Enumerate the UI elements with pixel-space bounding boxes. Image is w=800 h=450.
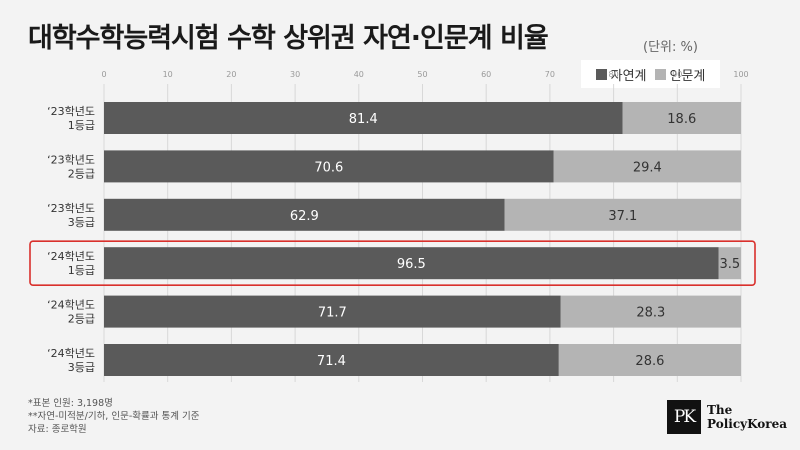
x-tick-label-30: 30 — [290, 70, 300, 79]
legend-item-science: 자연계 — [595, 65, 647, 84]
footnote-criteria: **자연-미적분/기하, 인문-확률과 통계 기준 — [28, 411, 200, 422]
category-label-2: ‘23학년도 3등급 — [47, 202, 95, 229]
footnotes: *표본 인원: 3,198명 **자연-미적분/기하, 인문-확률과 통계 기준… — [28, 397, 199, 436]
bar-science-0 — [104, 102, 623, 134]
data-label-science-3: 96.5 — [397, 257, 426, 272]
data-label-science-4: 71.7 — [318, 306, 347, 321]
bar-science-1 — [104, 150, 554, 183]
legend-label-humanities: 인문계 — [669, 68, 706, 84]
data-label-humanities-3: 3.5 — [720, 257, 741, 272]
data-label-humanities-1: 29.4 — [633, 160, 662, 175]
category-label-line: ‘24학년도 — [47, 299, 95, 312]
logo-line2: PolicyKorea — [707, 417, 788, 431]
bar-science-5 — [104, 344, 559, 376]
category-label-line: ‘24학년도 — [47, 347, 95, 360]
x-tick-label-60: 60 — [481, 70, 491, 79]
category-label-1: ‘23학년도 2등급 — [47, 153, 95, 180]
bar-humanities-4 — [560, 295, 741, 328]
category-label-line: ‘24학년도 — [47, 250, 95, 263]
bar-humanities-5 — [558, 344, 741, 376]
x-tick-label-0: 0 — [101, 70, 106, 79]
data-label-science-5: 71.4 — [317, 354, 346, 369]
bar-humanities-0 — [622, 102, 741, 134]
category-label-line: 3등급 — [68, 361, 95, 374]
bar-science-2 — [104, 198, 505, 231]
bar-humanities-1 — [553, 150, 741, 183]
data-label-science-1: 70.6 — [314, 160, 343, 175]
bar-humanities-2 — [504, 198, 741, 231]
bar-humanities-3 — [718, 247, 741, 280]
highlight-box — [29, 240, 756, 286]
legend-label-science: 자연계 — [610, 68, 647, 84]
category-label-line: ‘23학년도 — [47, 105, 95, 118]
legend: 자연계 인문계 — [581, 60, 720, 88]
x-tick-label-20: 20 — [226, 70, 236, 79]
category-label-line: 1등급 — [68, 119, 95, 132]
x-tick-label-80: 80 — [609, 70, 619, 79]
x-tick-label-100: 100 — [733, 70, 748, 79]
category-label-3: ‘24학년도 1등급 — [47, 250, 95, 277]
legend-swatch-science — [595, 68, 607, 80]
category-label-5: ‘24학년도 3등급 — [47, 347, 95, 374]
category-label-line: 2등급 — [68, 167, 95, 180]
bar-science-3 — [104, 247, 719, 280]
data-label-science-2: 62.9 — [290, 209, 319, 224]
data-label-science-0: 81.4 — [349, 112, 378, 127]
category-label-0: ‘23학년도 1등급 — [47, 105, 95, 132]
category-label-line: 1등급 — [68, 264, 95, 277]
category-label-line: 3등급 — [68, 216, 95, 229]
category-label-line: ‘23학년도 — [47, 153, 95, 166]
x-tick-label-90: 90 — [672, 70, 682, 79]
footnote-sample: *표본 인원: 3,198명 — [28, 398, 113, 409]
bar-science-4 — [104, 295, 561, 328]
unit-label: (단위: %) — [643, 40, 698, 55]
logo-text: The PolicyKorea — [707, 403, 787, 431]
footnote-source: 자료: 종로학원 — [28, 424, 87, 435]
x-tick-label-50: 50 — [417, 70, 427, 79]
legend-swatch-humanities — [654, 68, 666, 80]
category-label-line: ‘23학년도 — [47, 202, 95, 215]
legend-item-humanities: 인문계 — [654, 65, 706, 84]
category-label-4: ‘24학년도 2등급 — [47, 299, 95, 326]
chart-title: 대학수학능력시험 수학 상위권 자연·인문계 비율 — [28, 23, 549, 54]
category-label-line: 2등급 — [68, 313, 95, 326]
data-label-humanities-2: 37.1 — [608, 209, 637, 224]
x-tick-label-70: 70 — [545, 70, 555, 79]
logo-mark: PK — [667, 400, 701, 434]
x-tick-label-10: 10 — [163, 70, 173, 79]
data-label-humanities-0: 18.6 — [667, 112, 696, 127]
data-label-humanities-5: 28.6 — [635, 354, 664, 369]
publisher-logo: PK The PolicyKorea — [667, 400, 787, 434]
data-label-humanities-4: 28.3 — [636, 306, 665, 321]
x-tick-label-40: 40 — [354, 70, 364, 79]
logo-line1: The — [707, 403, 733, 417]
